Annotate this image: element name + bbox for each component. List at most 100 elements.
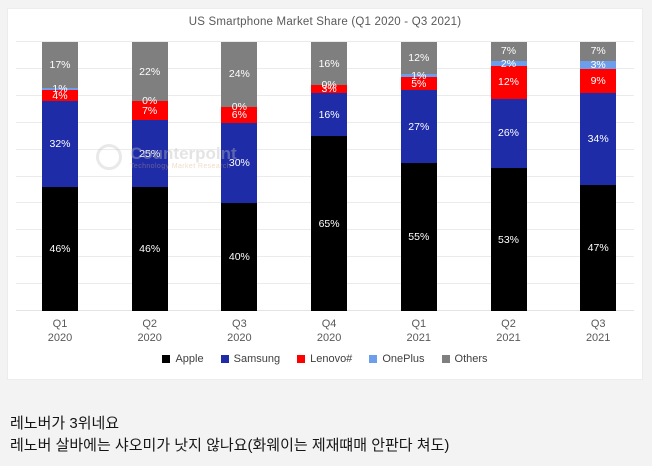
segment-label-apple: 47% — [587, 241, 609, 254]
segment-others — [580, 42, 617, 61]
x-axis-labels: Q1 2020 Q2 2020 Q3 2020 Q4 2020 Q1 2021 Q2 2021 Q3 20… — [8, 317, 642, 349]
bar-q3-2020: 40% 30% 6% 0% 24% — [221, 42, 258, 311]
segment-samsung — [42, 101, 78, 188]
segment-samsung — [490, 98, 527, 169]
plot-area: Counterpoint Technology Market Research … — [8, 41, 642, 311]
legend-label: Samsung — [233, 353, 281, 365]
segment-oneplus — [400, 74, 437, 77]
chart-legend: Apple Samsung Lenovo# OnePlus Others — [8, 353, 642, 365]
segment-label-others: 24% — [228, 68, 250, 81]
segment-samsung — [311, 93, 348, 137]
segment-lenovo — [580, 68, 617, 94]
bar-q2-2021: 53% 26% 12% 2% 7% — [490, 42, 527, 311]
legend-label: OnePlus — [382, 353, 425, 365]
segment-label-samsung: 32% — [49, 138, 71, 151]
segment-label-apple: 55% — [408, 231, 430, 244]
segment-label-lenovo: 5% — [411, 77, 427, 90]
chart-panel: US Smartphone Market Share (Q1 2020 - Q3… — [7, 8, 643, 380]
legend-swatch-icon — [441, 355, 450, 363]
segment-lenovo — [311, 85, 348, 94]
segment-apple — [400, 163, 437, 311]
segment-label-oneplus: 2% — [500, 57, 517, 70]
segment-label-oneplus: 3% — [590, 58, 606, 71]
segment-label-others: 16% — [318, 57, 340, 70]
segment-label-lenovo: 6% — [231, 108, 247, 121]
legend-item-others: Others — [441, 353, 488, 365]
segment-samsung — [131, 120, 168, 188]
legend-label: Apple — [175, 353, 204, 365]
bar-q4-2020: 65% 16% 3% 0% 16% — [311, 42, 348, 311]
segment-samsung — [580, 93, 617, 185]
segment-lenovo — [131, 101, 168, 121]
segment-label-others: 7% — [590, 45, 606, 58]
segment-label-oneplus: 0% — [231, 100, 247, 113]
x-label-q3-2021: Q3 2021 — [585, 318, 611, 344]
segment-label-oneplus: 0% — [142, 95, 158, 108]
x-label-q2-2021: Q2 2021 — [496, 318, 521, 344]
legend-swatch-icon — [297, 355, 306, 363]
segment-others — [42, 42, 78, 88]
gridline-100 — [16, 41, 634, 42]
segment-label-lenovo: 3% — [321, 83, 337, 96]
legend-item-samsung: Samsung — [220, 353, 281, 365]
comment-line-2: 레노버 살바에는 샤오미가 낫지 않나요(화웨이는 제재떄매 안판다 쳐도) — [10, 437, 450, 454]
bar-q1-2021: 55% 27% 5% 1% 12% — [400, 42, 437, 311]
legend-item-oneplus: OnePlus — [369, 353, 425, 365]
segment-label-apple: 53% — [497, 233, 519, 246]
segment-label-oneplus: 1% — [411, 69, 427, 82]
comment-line-1: 레노버가 3위네요 — [10, 415, 120, 432]
segment-label-oneplus: 1% — [52, 83, 68, 96]
segment-label-samsung: 27% — [408, 120, 430, 133]
segment-apple — [580, 184, 617, 311]
segment-others — [131, 42, 168, 102]
segment-label-oneplus: 0% — [321, 79, 337, 92]
segment-label-others: 22% — [139, 65, 161, 78]
segment-lenovo — [221, 106, 258, 123]
segment-apple — [490, 168, 527, 311]
x-label-q1-2020: Q1 2020 — [47, 318, 73, 344]
legend-swatch-icon — [162, 355, 171, 363]
segment-label-lenovo: 9% — [590, 75, 606, 88]
legend-label: Others — [454, 353, 488, 365]
segment-label-apple: 65% — [318, 217, 340, 230]
segment-label-samsung: 26% — [497, 127, 519, 140]
segment-label-others: 17% — [49, 58, 71, 71]
segment-others — [400, 42, 437, 75]
segment-label-apple: 40% — [228, 251, 250, 264]
legend-swatch-icon — [220, 355, 229, 363]
segment-label-samsung: 34% — [587, 132, 609, 145]
legend-item-apple: Apple — [162, 353, 204, 365]
segment-label-samsung: 30% — [228, 157, 250, 170]
x-label-q2-2020: Q2 2020 — [137, 318, 162, 344]
segment-samsung — [400, 90, 437, 164]
segment-label-apple: 46% — [49, 243, 71, 256]
legend-label: Lenovo# — [310, 353, 353, 365]
segment-label-others: 7% — [500, 45, 517, 58]
bar-q3-2021: 47% 34% 9% 3% 7% — [580, 42, 617, 311]
bar-q2-2020: 46% 25% 7% 0% 22% — [131, 42, 168, 311]
segment-lenovo — [400, 76, 437, 91]
chart-title: US Smartphone Market Share (Q1 2020 - Q3… — [188, 16, 462, 28]
segment-others — [221, 42, 258, 107]
segment-apple — [42, 187, 78, 311]
segment-oneplus — [580, 60, 617, 69]
segment-samsung — [221, 122, 258, 204]
comment-block: 레노버가 3위네요 레노버 살바에는 샤오미가 낫지 않나요(화웨이는 제재떄매… — [10, 413, 642, 457]
segment-label-samsung: 25% — [139, 147, 161, 160]
segment-label-lenovo: 12% — [497, 76, 519, 89]
segment-lenovo — [42, 90, 78, 102]
segment-lenovo — [490, 66, 527, 99]
segment-oneplus — [490, 60, 527, 67]
x-label-q4-2020: Q4 2020 — [316, 318, 342, 344]
legend-item-lenovo: Lenovo# — [297, 353, 352, 365]
x-label-q3-2020: Q3 2020 — [227, 318, 252, 344]
segment-apple — [131, 187, 168, 311]
segment-label-lenovo: 4% — [52, 89, 68, 102]
segment-label-lenovo: 7% — [142, 104, 158, 117]
bar-q1-2020: 46% 32% 4% 1% 17% — [42, 42, 78, 311]
segment-apple — [311, 136, 348, 311]
segment-label-samsung: 16% — [318, 108, 340, 121]
segment-label-others: 12% — [408, 52, 430, 65]
segment-others — [311, 42, 348, 86]
x-label-q1-2021: Q1 2021 — [406, 318, 432, 344]
